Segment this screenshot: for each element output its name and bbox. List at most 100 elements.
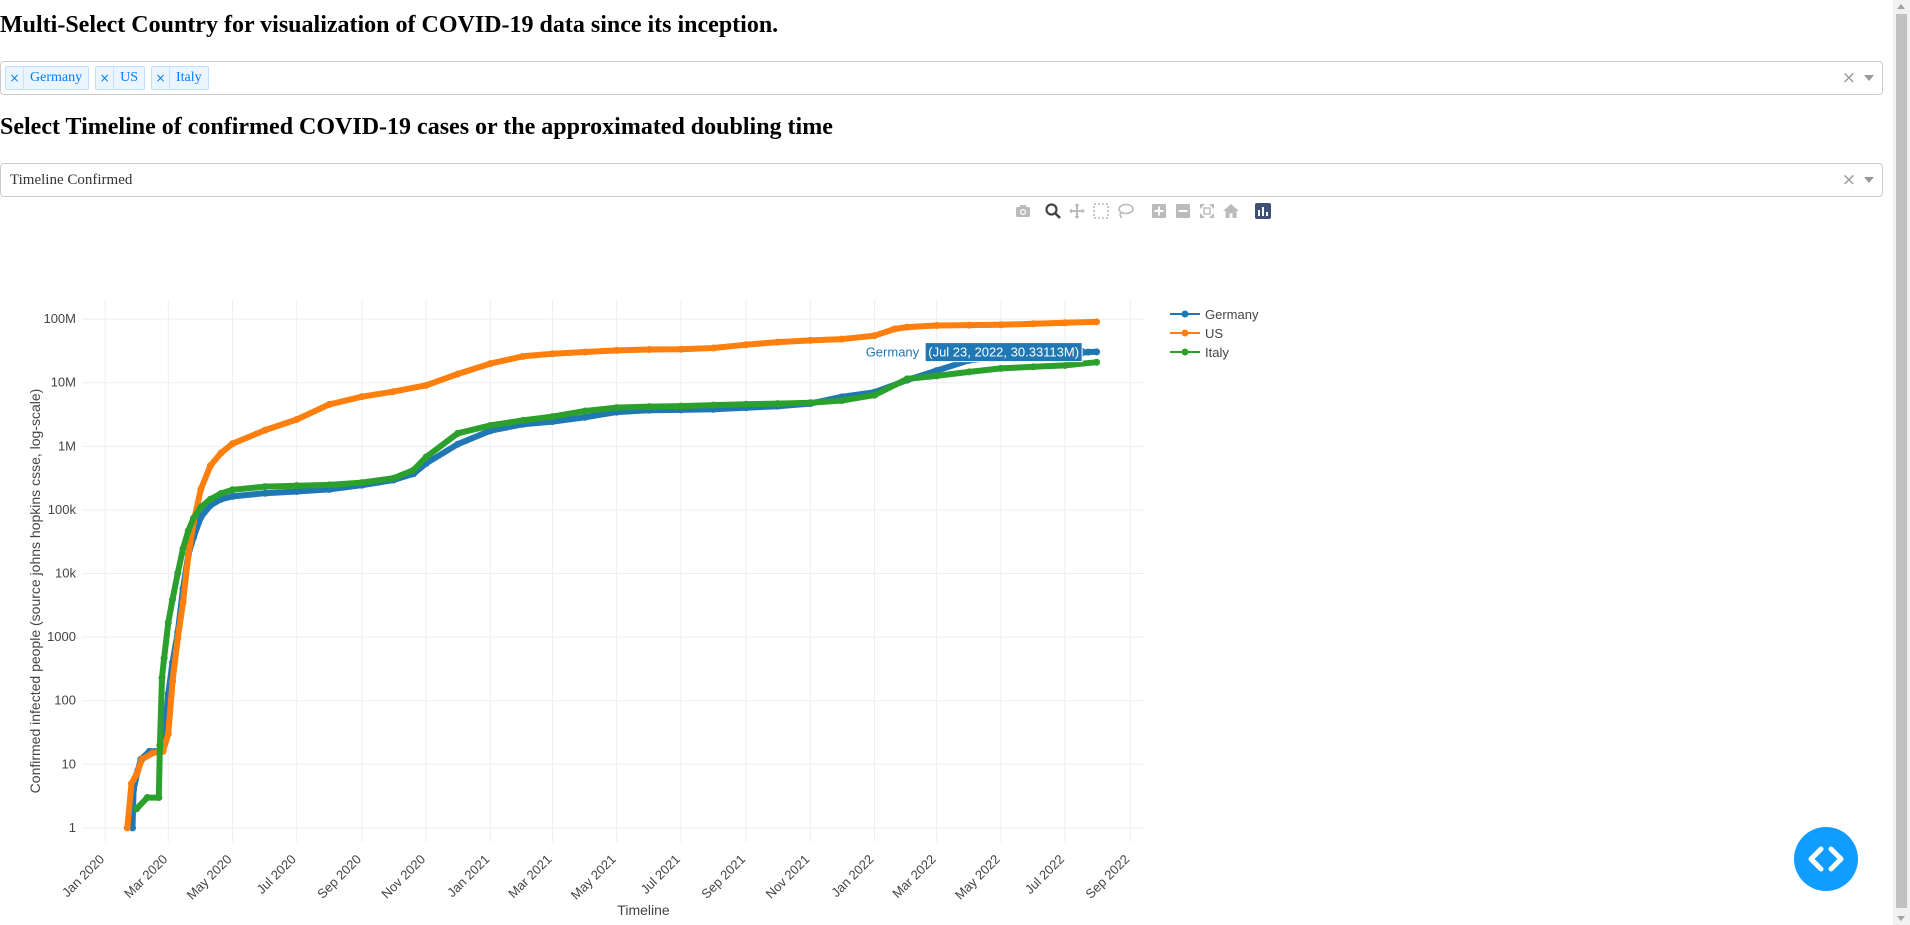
hover-series-name: Germany [866,345,920,360]
x-tick-label: Sep 2020 [314,852,364,902]
series-line [133,359,1100,812]
data-point [933,372,941,380]
data-point [903,375,911,383]
country-chip-italy: × Italy [151,66,209,90]
clear-countries-button[interactable]: × [1841,68,1856,88]
plotly-logo-icon[interactable] [1254,202,1272,220]
scroll-thumb[interactable] [1896,14,1907,908]
country-multi-select[interactable]: × Germany × US × Italy × [0,61,1883,95]
data-point [677,402,685,410]
data-point [129,824,137,832]
data-point [158,674,166,682]
data-point [358,393,366,401]
data-point [613,404,621,412]
data-point [891,325,899,333]
timeline-dropdown[interactable]: Timeline Confirmed × [0,163,1883,197]
data-point [742,341,750,349]
x-tick-label: Jan 2021 [444,852,492,900]
covid-timeline-chart[interactable]: Jan 2020 Mar 2020 May 2020 Jul 2020 Sep 2020… [0,225,1300,925]
chevron-down-icon[interactable] [1864,177,1874,183]
data-point [933,321,941,329]
data-point [179,545,187,553]
x-tick-label: Mar 2020 [121,852,170,901]
data-point [217,490,225,498]
x-tick-label: Jul 2022 [1022,852,1067,897]
data-point [838,335,846,343]
legend-item-us[interactable]: US [1170,326,1223,341]
box-select-icon[interactable] [1092,202,1110,220]
series-layer [123,318,1101,832]
pan-icon[interactable] [1068,202,1086,220]
x-axis-label: Timeline [617,902,670,918]
data-point [229,486,237,494]
hover-label: (Jul 23, 2022, 30.33113M) Germany [866,342,1089,363]
zoom-out-icon[interactable] [1174,202,1192,220]
x-tick-label: May 2020 [184,852,235,903]
timeline-select-title: Select Timeline of confirmed COVID-19 ca… [0,114,833,140]
data-point [206,495,214,503]
data-point [261,426,269,434]
data-point [871,332,879,340]
data-point [123,824,131,832]
scroll-down-arrow[interactable] [1897,916,1905,921]
data-point [217,449,225,457]
x-tick-label: Jan 2022 [828,852,876,900]
data-point [581,407,589,415]
legend-label: Italy [1205,345,1229,360]
chevron-down-icon[interactable] [1864,75,1874,81]
x-tick-label: May 2021 [568,852,619,903]
data-point [548,413,556,421]
data-point [174,634,182,642]
data-point [422,453,430,461]
data-point [169,678,177,686]
data-point [133,805,141,813]
data-point [613,346,621,354]
y-tick-label: 10M [51,375,76,390]
data-point [933,367,941,375]
x-tick-label: Jul 2020 [253,852,298,897]
data-point [454,440,462,448]
remove-italy-button[interactable]: × [152,67,170,89]
camera-icon[interactable] [1014,202,1032,220]
grid-lines [82,300,1145,842]
scroll-up-arrow[interactable] [1897,4,1905,9]
page-scrollbar[interactable] [1893,0,1910,925]
legend-item-italy[interactable]: Italy [1170,345,1229,360]
data-point [149,749,157,757]
data-point [581,348,589,356]
remove-us-button[interactable]: × [96,67,115,89]
country-chip-germany: × Germany [5,66,90,90]
zoom-in-icon[interactable] [1150,202,1168,220]
autoscale-icon[interactable] [1198,202,1216,220]
remove-germany-button[interactable]: × [6,67,24,89]
data-point [871,391,879,399]
y-axis-label: Confirmed infected people (source johns … [27,389,43,794]
data-point [422,381,430,389]
x-tick-label: Sep 2021 [698,852,748,902]
zoom-icon[interactable] [1044,202,1062,220]
x-tick-label: Nov 2020 [378,852,428,902]
legend-label: Germany [1205,307,1259,322]
data-point [293,487,301,495]
data-point [486,427,494,435]
legend-item-germany[interactable]: Germany [1170,307,1259,322]
data-point [806,399,814,407]
data-point [164,730,172,738]
lasso-icon[interactable] [1116,202,1134,220]
legend[interactable]: Germany US Italy [1170,307,1259,360]
data-point [197,513,205,521]
data-point [1093,318,1101,326]
data-point [325,481,333,489]
y-tick-label: 1M [58,438,76,453]
data-point [454,370,462,378]
data-point [677,345,685,353]
code-toggle-button[interactable] [1794,827,1858,891]
data-point [206,462,214,470]
series-us [123,318,1101,832]
data-point [774,338,782,346]
hover-pointer [1082,347,1089,358]
reset-axes-icon[interactable] [1222,202,1240,220]
data-point [1061,361,1069,369]
clear-timeline-button[interactable]: × [1841,170,1856,190]
data-point [997,321,1005,329]
